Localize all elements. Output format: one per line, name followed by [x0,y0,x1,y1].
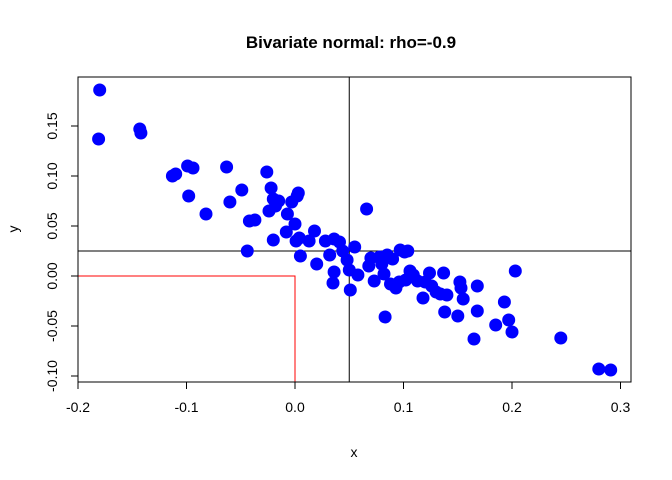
data-point [280,207,294,221]
data-point [134,126,148,140]
data-point [323,248,337,262]
data-point [554,331,568,345]
y-tick-label: 0.00 [44,262,60,289]
data-point [272,194,286,208]
data-point [289,234,303,248]
data-point [497,295,511,309]
data-point [454,281,468,295]
data-point [326,276,340,290]
data-point [186,161,200,175]
data-point [451,309,465,323]
x-tick-label: -0.1 [174,399,198,415]
data-point [502,313,516,327]
x-tick-label: 0.2 [502,399,522,415]
data-point [308,224,321,238]
data-point [489,318,503,332]
data-point [438,305,452,319]
data-point [235,183,249,197]
x-tick-label: -0.2 [66,399,90,415]
data-point [279,225,293,239]
data-point [351,268,365,282]
data-point [416,291,430,305]
data-point [386,252,400,266]
data-point [505,325,519,339]
data-point [440,288,454,302]
x-tick-label: 0.3 [611,399,631,415]
data-point [470,304,484,318]
data-point [367,274,381,288]
data-point [220,160,234,174]
data-point [467,332,481,346]
data-point [260,165,274,179]
y-axis: -0.10 -0.05 0.00 0.05 0.10 0.15 [44,112,79,392]
x-axis-label: x [351,444,358,460]
data-point [285,195,299,209]
data-point [169,167,183,181]
data-point [401,244,415,258]
data-point [248,213,262,227]
y-tick-label: 0.05 [44,212,60,239]
x-axis: -0.2 -0.1 0.0 0.1 0.2 0.3 [66,381,631,415]
data-point [437,266,451,280]
data-points [92,83,618,377]
data-point [264,181,278,195]
data-point [199,207,213,221]
data-point [592,362,606,376]
y-tick-label: -0.10 [44,360,60,392]
data-point [293,249,307,263]
data-point [348,240,362,254]
data-point [182,189,196,203]
data-point [223,195,237,209]
data-point [604,363,618,377]
data-point [327,265,341,279]
data-point [423,266,436,280]
y-tick-label: 0.10 [44,162,60,189]
data-point [343,283,357,297]
x-tick-label: 0.1 [394,399,414,415]
data-point [456,292,470,306]
y-tick-label: -0.05 [44,310,60,342]
data-point [378,310,392,324]
data-point [360,202,374,216]
y-axis-label: y [5,226,21,233]
data-point [240,244,254,258]
data-point [93,83,107,97]
data-point [340,253,354,267]
data-point [92,132,106,146]
data-point [377,267,391,281]
chart-title: Bivariate normal: rho=-0.9 [246,33,456,52]
y-tick-label: 0.15 [44,112,60,139]
data-point [508,264,522,278]
data-point [470,279,484,293]
data-point [302,234,316,248]
data-point [291,186,305,200]
data-point [266,233,280,247]
data-point [288,217,302,231]
red-quadrant-box [78,275,296,382]
data-point [310,257,324,271]
x-tick-label: 0.0 [285,399,305,415]
